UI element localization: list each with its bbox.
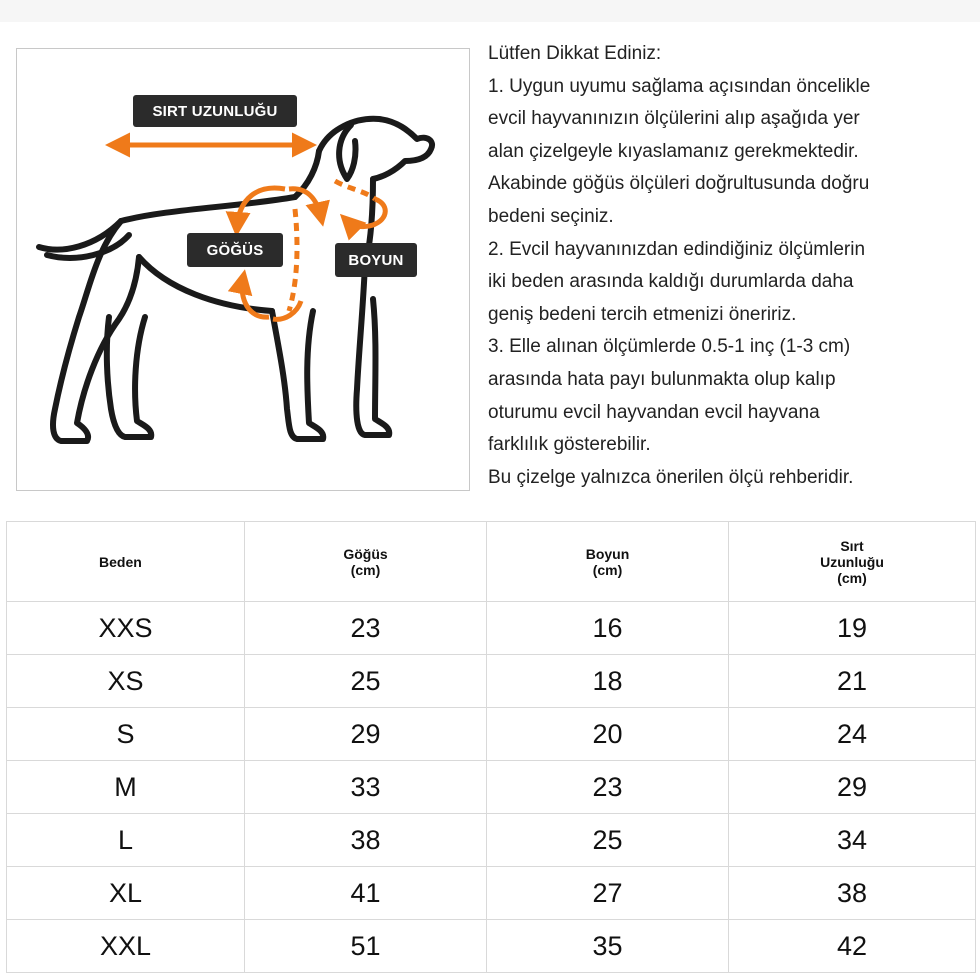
table-row: S 29 20 24 [6, 707, 976, 761]
cell-back-length: 19 [728, 601, 976, 655]
cell-chest: 38 [244, 813, 487, 867]
cell-size: L [6, 813, 245, 867]
cell-neck: 16 [486, 601, 729, 655]
notes-line: iki beden arasında kaldığı durumlarda da… [488, 271, 854, 293]
cell-back-length: 38 [728, 866, 976, 920]
chest-label: GÖĞÜS [187, 233, 283, 267]
header-line: Boyun [585, 545, 630, 562]
table-row: L 38 25 34 [6, 813, 976, 867]
cell-neck: 18 [486, 654, 729, 708]
notes-line: Bu çizelge yalnızca önerilen ölçü rehber… [488, 466, 854, 488]
cell-neck: 20 [486, 707, 729, 761]
notes-line: oturumu evcil hayvandan evcil hayvana [488, 401, 820, 423]
notes-line: 1. Uygun uyumu sağlama açısından öncelik… [488, 75, 871, 97]
notes-line: arasında hata payı bulunmakta olup kalıp [488, 368, 836, 390]
cell-neck: 23 [486, 760, 729, 814]
notes-line: Lütfen Dikkat Ediniz: [488, 43, 662, 64]
header-line: (cm) [350, 561, 381, 578]
table-row: XL 41 27 38 [6, 866, 976, 920]
cell-neck: 25 [486, 813, 729, 867]
cell-chest: 25 [244, 654, 487, 708]
cell-back-length: 29 [728, 760, 976, 814]
cell-back-length: 42 [728, 919, 976, 973]
notes-line: farklılık gösterebilir. [488, 434, 651, 456]
cell-chest: 33 [244, 760, 487, 814]
header-line: (cm) [837, 569, 867, 586]
back-length-label: SIRT UZUNLUĞU [133, 95, 297, 127]
table-row: XS 25 18 21 [6, 654, 976, 708]
header-size: Beden [6, 521, 245, 602]
header-neck: Boyun (cm) [486, 521, 729, 602]
notes-line: 2. Evcil hayvanınızdan edindiğiniz ölçüm… [488, 238, 866, 260]
table-row: XXS 23 16 19 [6, 601, 976, 655]
cell-back-length: 21 [728, 654, 976, 708]
header-line: Sırt [840, 537, 864, 554]
header-line: Uzunluğu [820, 553, 884, 570]
neck-label: BOYUN [335, 243, 417, 277]
header-chest: Göğüs (cm) [244, 521, 487, 602]
cell-size: M [6, 760, 245, 814]
cell-neck: 35 [486, 919, 729, 973]
table-row: XXL 51 35 42 [6, 919, 976, 973]
table-row: M 33 23 29 [6, 760, 976, 814]
cell-chest: 29 [244, 707, 487, 761]
cell-back-length: 24 [728, 707, 976, 761]
dog-silhouette-icon [36, 115, 435, 444]
table-header-row: Beden Göğüs (cm) Boyun (cm) Sırt Uzunluğ… [6, 521, 976, 602]
cell-size: S [6, 707, 245, 761]
notes-line: bedeni seçiniz. [488, 205, 614, 227]
header-back-length: Sırt Uzunluğu (cm) [728, 521, 976, 602]
notes-line: geniş bedeni tercih etmenizi öneririz. [488, 303, 797, 325]
cell-back-length: 34 [728, 813, 976, 867]
cell-neck: 27 [486, 866, 729, 920]
cell-size: XXS [6, 601, 245, 655]
notes-line: Akabinde göğüs ölçüleri doğrultusunda do… [488, 173, 870, 195]
header-line: (cm) [592, 561, 623, 578]
size-guide-notes: Lütfen Dikkat Ediniz: 1. Uygun uyumu sağ… [488, 38, 980, 494]
cell-size: XS [6, 654, 245, 708]
size-table: Beden Göğüs (cm) Boyun (cm) Sırt Uzunluğ… [6, 521, 976, 973]
header-line: Göğüs [343, 545, 388, 562]
cell-size: XXL [6, 919, 245, 973]
top-band [0, 0, 980, 22]
notes-line: 3. Elle alınan ölçümlerde 0.5-1 inç (1-3… [488, 336, 851, 358]
cell-chest: 51 [244, 919, 487, 973]
notes-line: alan çizelgeyle kıyaslamanız gerekmekted… [488, 140, 859, 162]
header-line: Beden [99, 553, 142, 570]
cell-chest: 23 [244, 601, 487, 655]
dog-measurement-diagram: SIRT UZUNLUĞU GÖĞÜS BOYUN [16, 48, 470, 491]
cell-size: XL [6, 866, 245, 920]
notes-line: evcil hayvanınızın ölçülerini alıp aşağı… [488, 108, 860, 130]
cell-chest: 41 [244, 866, 487, 920]
